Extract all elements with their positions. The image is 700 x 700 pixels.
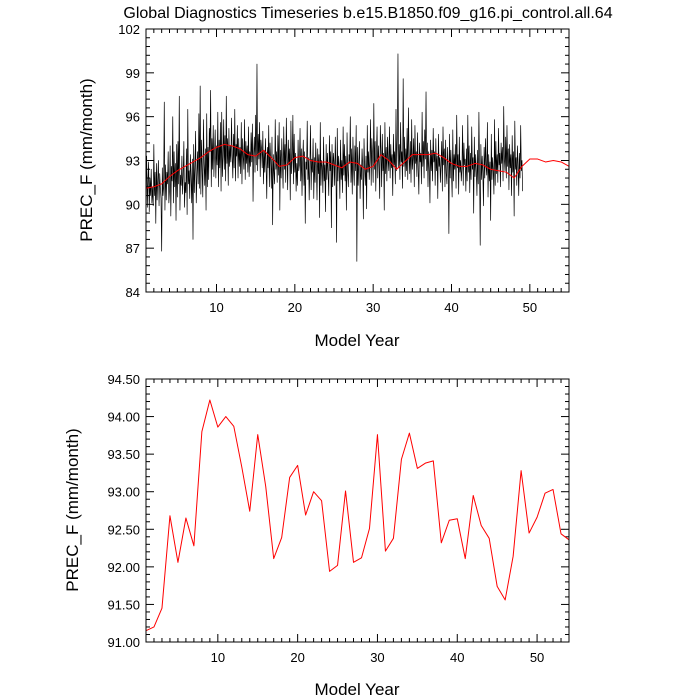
bottom-y-tick-label: 91.00 (107, 635, 140, 650)
bottom-y-tick-label: 93.50 (107, 447, 140, 462)
top-x-tick-label: 30 (366, 300, 380, 315)
top-plot-frame (145, 28, 570, 293)
annual-mean-line (145, 399, 570, 632)
top-y-tick-label: 96 (126, 110, 140, 125)
bottom-y-tick-label: 91.50 (107, 597, 140, 612)
monthly-series-line (145, 53, 523, 262)
bottom-y-tick-label: 92.00 (107, 560, 140, 575)
bottom-y-axis-label: PREC_F (mm/month) (63, 428, 82, 591)
top-y-axis-label: PREC_F (mm/month) (77, 78, 96, 241)
bottom-x-tick-label: 40 (450, 650, 464, 665)
bottom-y-tick-label: 93.00 (107, 485, 140, 500)
bottom-y-tick-label: 94.50 (107, 372, 140, 387)
top-chart: 10 20 30 40 50 84 87 90 93 96 99 102 Model Year PRE… (77, 22, 570, 350)
top-x-tick-label: 50 (523, 300, 537, 315)
top-x-axis-label: Model Year (314, 331, 399, 350)
top-y-tick-label: 90 (126, 197, 140, 212)
bottom-x-tick-label: 10 (211, 650, 225, 665)
top-y-tick-label: 93 (126, 154, 140, 169)
bottom-x-axis-label: Model Year (314, 680, 399, 699)
bottom-chart: 10 20 30 40 50 91.00 91.50 92.00 92.50 93.00 93.50… (63, 372, 570, 699)
top-y-tick-label: 102 (118, 22, 140, 37)
top-y-tick-label: 84 (126, 285, 140, 300)
bottom-x-tick-label: 50 (530, 650, 544, 665)
running-mean-line (145, 143, 570, 189)
top-y-tick-label: 99 (126, 66, 140, 81)
top-chart-title: Global Diagnostics Timeseries b.e15.B185… (123, 5, 612, 22)
bottom-plot-frame (145, 378, 570, 643)
bottom-y-tick-label: 92.50 (107, 522, 140, 537)
bottom-x-tick-label: 20 (290, 650, 304, 665)
bottom-x-tick-label: 30 (370, 650, 384, 665)
top-x-tick-label: 40 (444, 300, 458, 315)
bottom-y-tick-label: 94.00 (107, 410, 140, 425)
top-x-tick-label: 20 (288, 300, 302, 315)
top-x-tick-label: 10 (209, 300, 223, 315)
top-y-tick-label: 87 (126, 241, 140, 256)
